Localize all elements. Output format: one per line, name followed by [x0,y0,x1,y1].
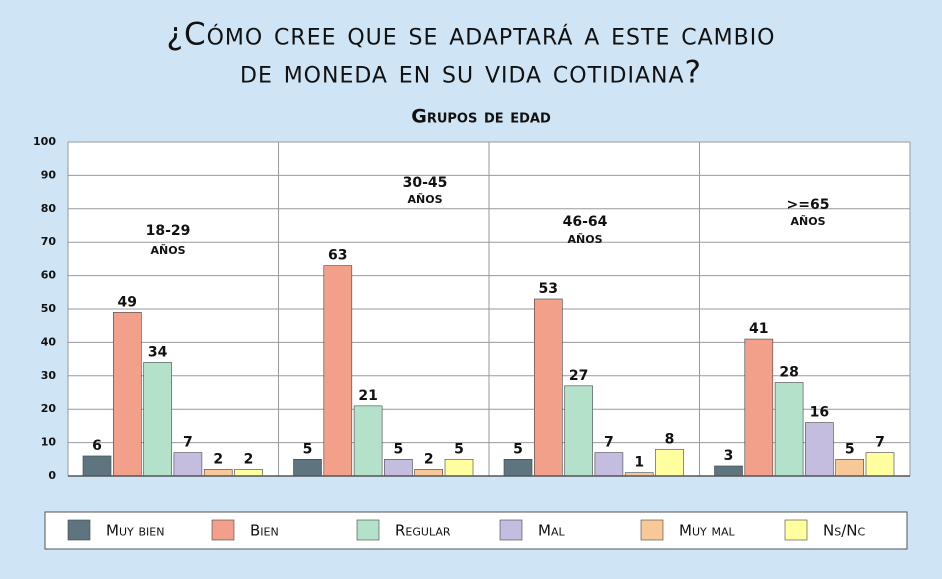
value-label: 21 [358,388,377,404]
bar [354,406,382,476]
bar [775,382,803,476]
y-tick-label: 70 [41,235,57,248]
bar [144,362,172,476]
bar [715,466,743,476]
value-label: 7 [183,435,193,451]
y-tick-label: 80 [41,202,57,215]
value-label: 28 [779,364,798,380]
value-label: 2 [424,451,434,467]
bar [595,453,623,476]
bar [415,469,443,476]
value-label: 5 [454,441,464,457]
bar [235,469,263,476]
y-tick-label: 100 [33,135,56,148]
bar [565,386,593,476]
chart-title: de moneda en su vida cotidiana? [240,55,702,91]
bar [174,453,202,476]
value-label: 16 [810,405,829,421]
value-label: 1 [634,455,644,471]
legend-label: Bien [250,522,279,540]
y-tick-label: 40 [41,335,57,348]
value-label: 5 [394,441,404,457]
legend-swatch [357,520,379,540]
value-label: 3 [724,448,734,464]
value-label: 7 [875,435,885,451]
group-sublabel: AÑOS [568,233,603,246]
value-label: 2 [213,451,223,467]
legend-swatch [641,520,663,540]
value-label: 2 [244,451,254,467]
bar [504,459,532,476]
group-sublabel: AÑOS [151,244,186,257]
bar [534,299,562,476]
group-label: >=65 [787,197,830,213]
value-label: 34 [148,344,168,360]
value-label: 6 [92,438,102,454]
value-label: 5 [303,441,313,457]
value-label: 41 [749,321,768,337]
group-sublabel: AÑOS [408,193,443,206]
chart-subtitle: Grupos de edad [411,106,551,128]
legend-label: Ns/Nc [823,522,865,540]
y-tick-label: 30 [41,369,57,382]
y-tick-label: 10 [41,436,57,449]
value-label: 5 [845,441,855,457]
legend-swatch [212,520,234,540]
bar [656,449,684,476]
bar [805,423,833,476]
value-label: 63 [328,248,347,264]
group-sublabel: AÑOS [791,215,826,228]
legend-label: Muy mal [679,522,735,540]
chart-title: ¿Cómo cree que se adaptará a este cambio [166,17,775,53]
bar [836,459,864,476]
bar [445,459,473,476]
value-label: 7 [604,435,614,451]
value-label: 49 [118,294,137,310]
bar [866,453,894,476]
y-tick-label: 50 [41,302,57,315]
legend-label: Muy bien [106,522,164,540]
y-tick-label: 0 [48,469,56,482]
value-label: 53 [539,281,558,297]
legend-swatch [68,520,90,540]
legend-swatch [500,520,522,540]
legend-swatch [785,520,807,540]
legend-box [45,512,907,549]
group-label: 46-64 [563,214,608,230]
bar [294,459,322,476]
y-tick-label: 90 [41,168,57,181]
bar [113,312,141,476]
bar [745,339,773,476]
chart: ¿Cómo cree que se adaptará a este cambio… [0,0,942,579]
bar [324,266,352,476]
legend-label: Regular [395,522,451,540]
y-tick-label: 20 [41,402,57,415]
bar [204,469,232,476]
group-label: 30-45 [403,175,448,191]
value-label: 5 [513,441,523,457]
bar [384,459,412,476]
bar [83,456,111,476]
y-tick-label: 60 [41,269,57,282]
value-label: 8 [665,431,675,447]
legend-label: Mal [538,522,565,540]
value-label: 27 [569,368,588,384]
group-label: 18-29 [146,223,191,239]
